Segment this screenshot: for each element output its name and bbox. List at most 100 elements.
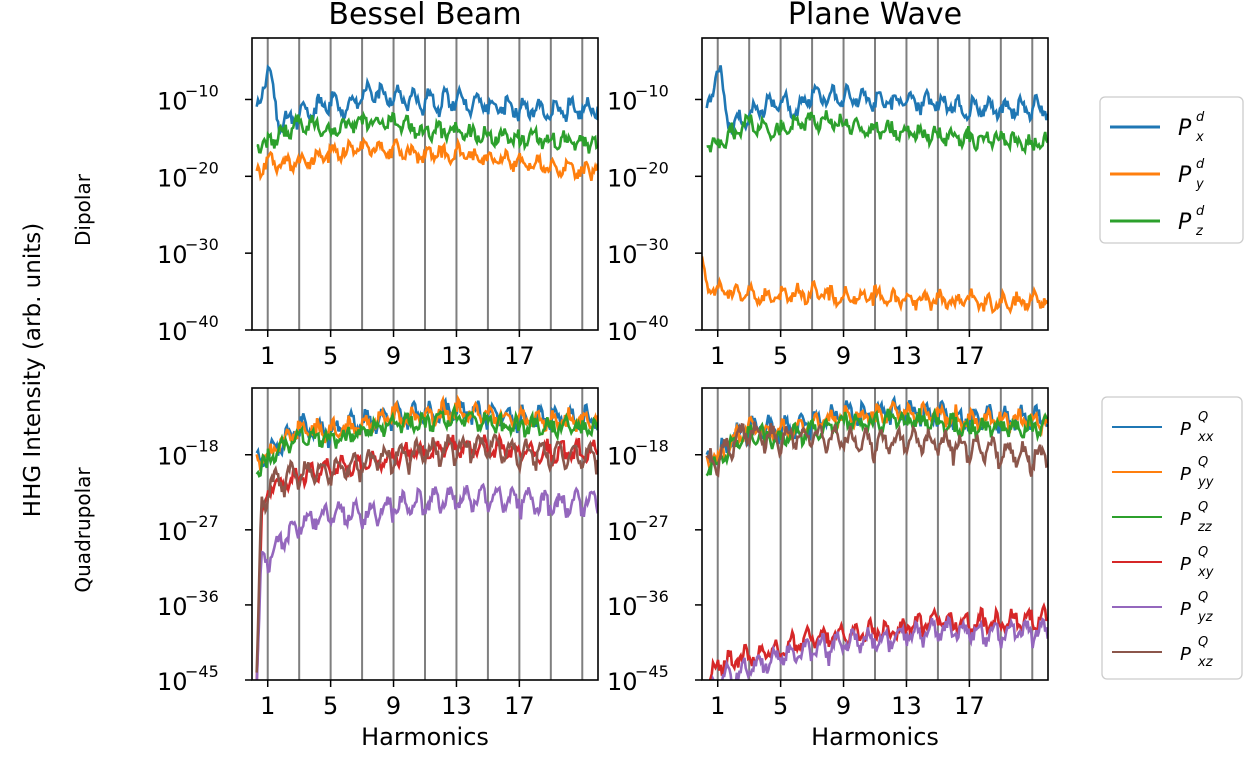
y-tick-exponent: −36 [185, 587, 219, 606]
legend-subscript: yz [1197, 610, 1214, 625]
x-tick-label: 1 [710, 692, 725, 720]
series-line-pxzq [255, 433, 598, 673]
y-tick-exponent: −10 [185, 81, 219, 100]
series-line-pxd [705, 65, 1048, 135]
series-line-pxzq [705, 421, 1048, 478]
y-tick-label: 10 [607, 164, 638, 192]
legend-label: P [1178, 116, 1192, 141]
legend-label: P [1180, 509, 1191, 530]
legend-frame [1101, 396, 1243, 680]
y-axis-label: HHG Intensity (arb. units) [20, 223, 46, 517]
x-tick-label: 1 [260, 692, 275, 720]
x-tick-label: 1 [260, 342, 275, 370]
legend-superscript: Q [1198, 590, 1208, 605]
y-tick-label: 10 [157, 318, 188, 346]
series-line-pxyq [708, 601, 1048, 680]
legend-superscript: d [1196, 110, 1205, 125]
y-tick-exponent: −45 [185, 662, 219, 681]
legend-superscript: d [1196, 204, 1205, 219]
x-tick-label: 9 [386, 692, 401, 720]
legend-superscript: Q [1198, 410, 1208, 425]
series-line-pyd [255, 136, 598, 182]
legend-subscript: yy [1197, 475, 1214, 490]
series-line-pzd [706, 110, 1048, 156]
x-tick-label: 9 [386, 342, 401, 370]
axes-frame [701, 387, 1049, 681]
legend-label: P [1180, 554, 1191, 575]
axes-frame [251, 37, 599, 331]
legend-subscript: xz [1197, 655, 1214, 670]
y-tick-label: 10 [157, 668, 188, 696]
y-tick-label: 10 [607, 593, 638, 621]
series-line-pyyq [255, 394, 598, 472]
x-tick-label: 9 [836, 342, 851, 370]
legend-label: P [1178, 210, 1192, 235]
x-tick-label: 13 [441, 342, 472, 370]
y-tick-exponent: −40 [185, 312, 219, 331]
legend-subscript: xx [1197, 430, 1214, 445]
y-tick-exponent: −30 [185, 235, 219, 254]
x-tick-label: 17 [954, 692, 985, 720]
y-tick-exponent: −27 [185, 512, 219, 531]
legend-frame [1099, 96, 1244, 244]
y-tick-label: 10 [157, 443, 188, 471]
series-line-pyzq [711, 614, 1048, 680]
y-tick-exponent: −10 [635, 81, 669, 100]
legend-label: P [1180, 419, 1191, 440]
row-label-dipolar: Dipolar [71, 173, 95, 246]
x-tick-label: 13 [441, 692, 472, 720]
axes-frame [251, 387, 599, 681]
legend-label: P [1180, 644, 1191, 665]
legend-superscript: d [1196, 157, 1205, 172]
x-tick-label: 1 [710, 342, 725, 370]
row-label-quadrupolar: Quadrupolar [71, 467, 95, 593]
legend-label: P [1180, 599, 1191, 620]
x-tick-label: 17 [504, 342, 535, 370]
legend-superscript: Q [1198, 500, 1208, 515]
y-tick-label: 10 [157, 241, 188, 269]
x-tick-label: 5 [323, 692, 338, 720]
legend-subscript: z [1195, 224, 1204, 239]
y-tick-exponent: −18 [185, 437, 219, 456]
x-tick-label: 13 [891, 342, 922, 370]
legend-subscript: zz [1197, 520, 1213, 535]
y-tick-exponent: −45 [635, 662, 669, 681]
legend-label: P [1178, 163, 1192, 188]
x-tick-label: 5 [773, 342, 788, 370]
legend-label: P [1180, 464, 1191, 485]
y-tick-exponent: −18 [635, 437, 669, 456]
chart-title: Plane Wave [788, 0, 962, 32]
series-line-pzd [256, 110, 598, 154]
y-tick-exponent: −27 [635, 512, 669, 531]
series-line-pyzq [255, 482, 598, 680]
x-tick-label: 5 [773, 692, 788, 720]
legend-superscript: Q [1198, 455, 1208, 470]
x-tick-label: 13 [891, 692, 922, 720]
x-tick-label: 9 [836, 692, 851, 720]
y-tick-label: 10 [607, 87, 638, 115]
legend-superscript: Q [1198, 635, 1208, 650]
series-line-pyd [702, 256, 1048, 315]
y-tick-exponent: −20 [635, 158, 669, 177]
y-tick-label: 10 [157, 518, 188, 546]
x-tick-label: 17 [954, 342, 985, 370]
x-axis-label: Harmonics [811, 723, 939, 751]
legend-superscript: Q [1198, 545, 1208, 560]
y-tick-label: 10 [607, 318, 638, 346]
y-tick-exponent: −40 [635, 312, 669, 331]
y-tick-exponent: −30 [635, 235, 669, 254]
x-tick-label: 17 [504, 692, 535, 720]
y-tick-label: 10 [607, 518, 638, 546]
legend-subscript: y [1195, 177, 1204, 192]
series-line-pzzq [255, 403, 598, 478]
legend-subscript: x [1195, 130, 1204, 145]
y-tick-label: 10 [157, 593, 188, 621]
y-tick-label: 10 [157, 164, 188, 192]
legend-subscript: xy [1197, 565, 1214, 580]
y-tick-label: 10 [607, 443, 638, 471]
x-tick-label: 5 [323, 342, 338, 370]
